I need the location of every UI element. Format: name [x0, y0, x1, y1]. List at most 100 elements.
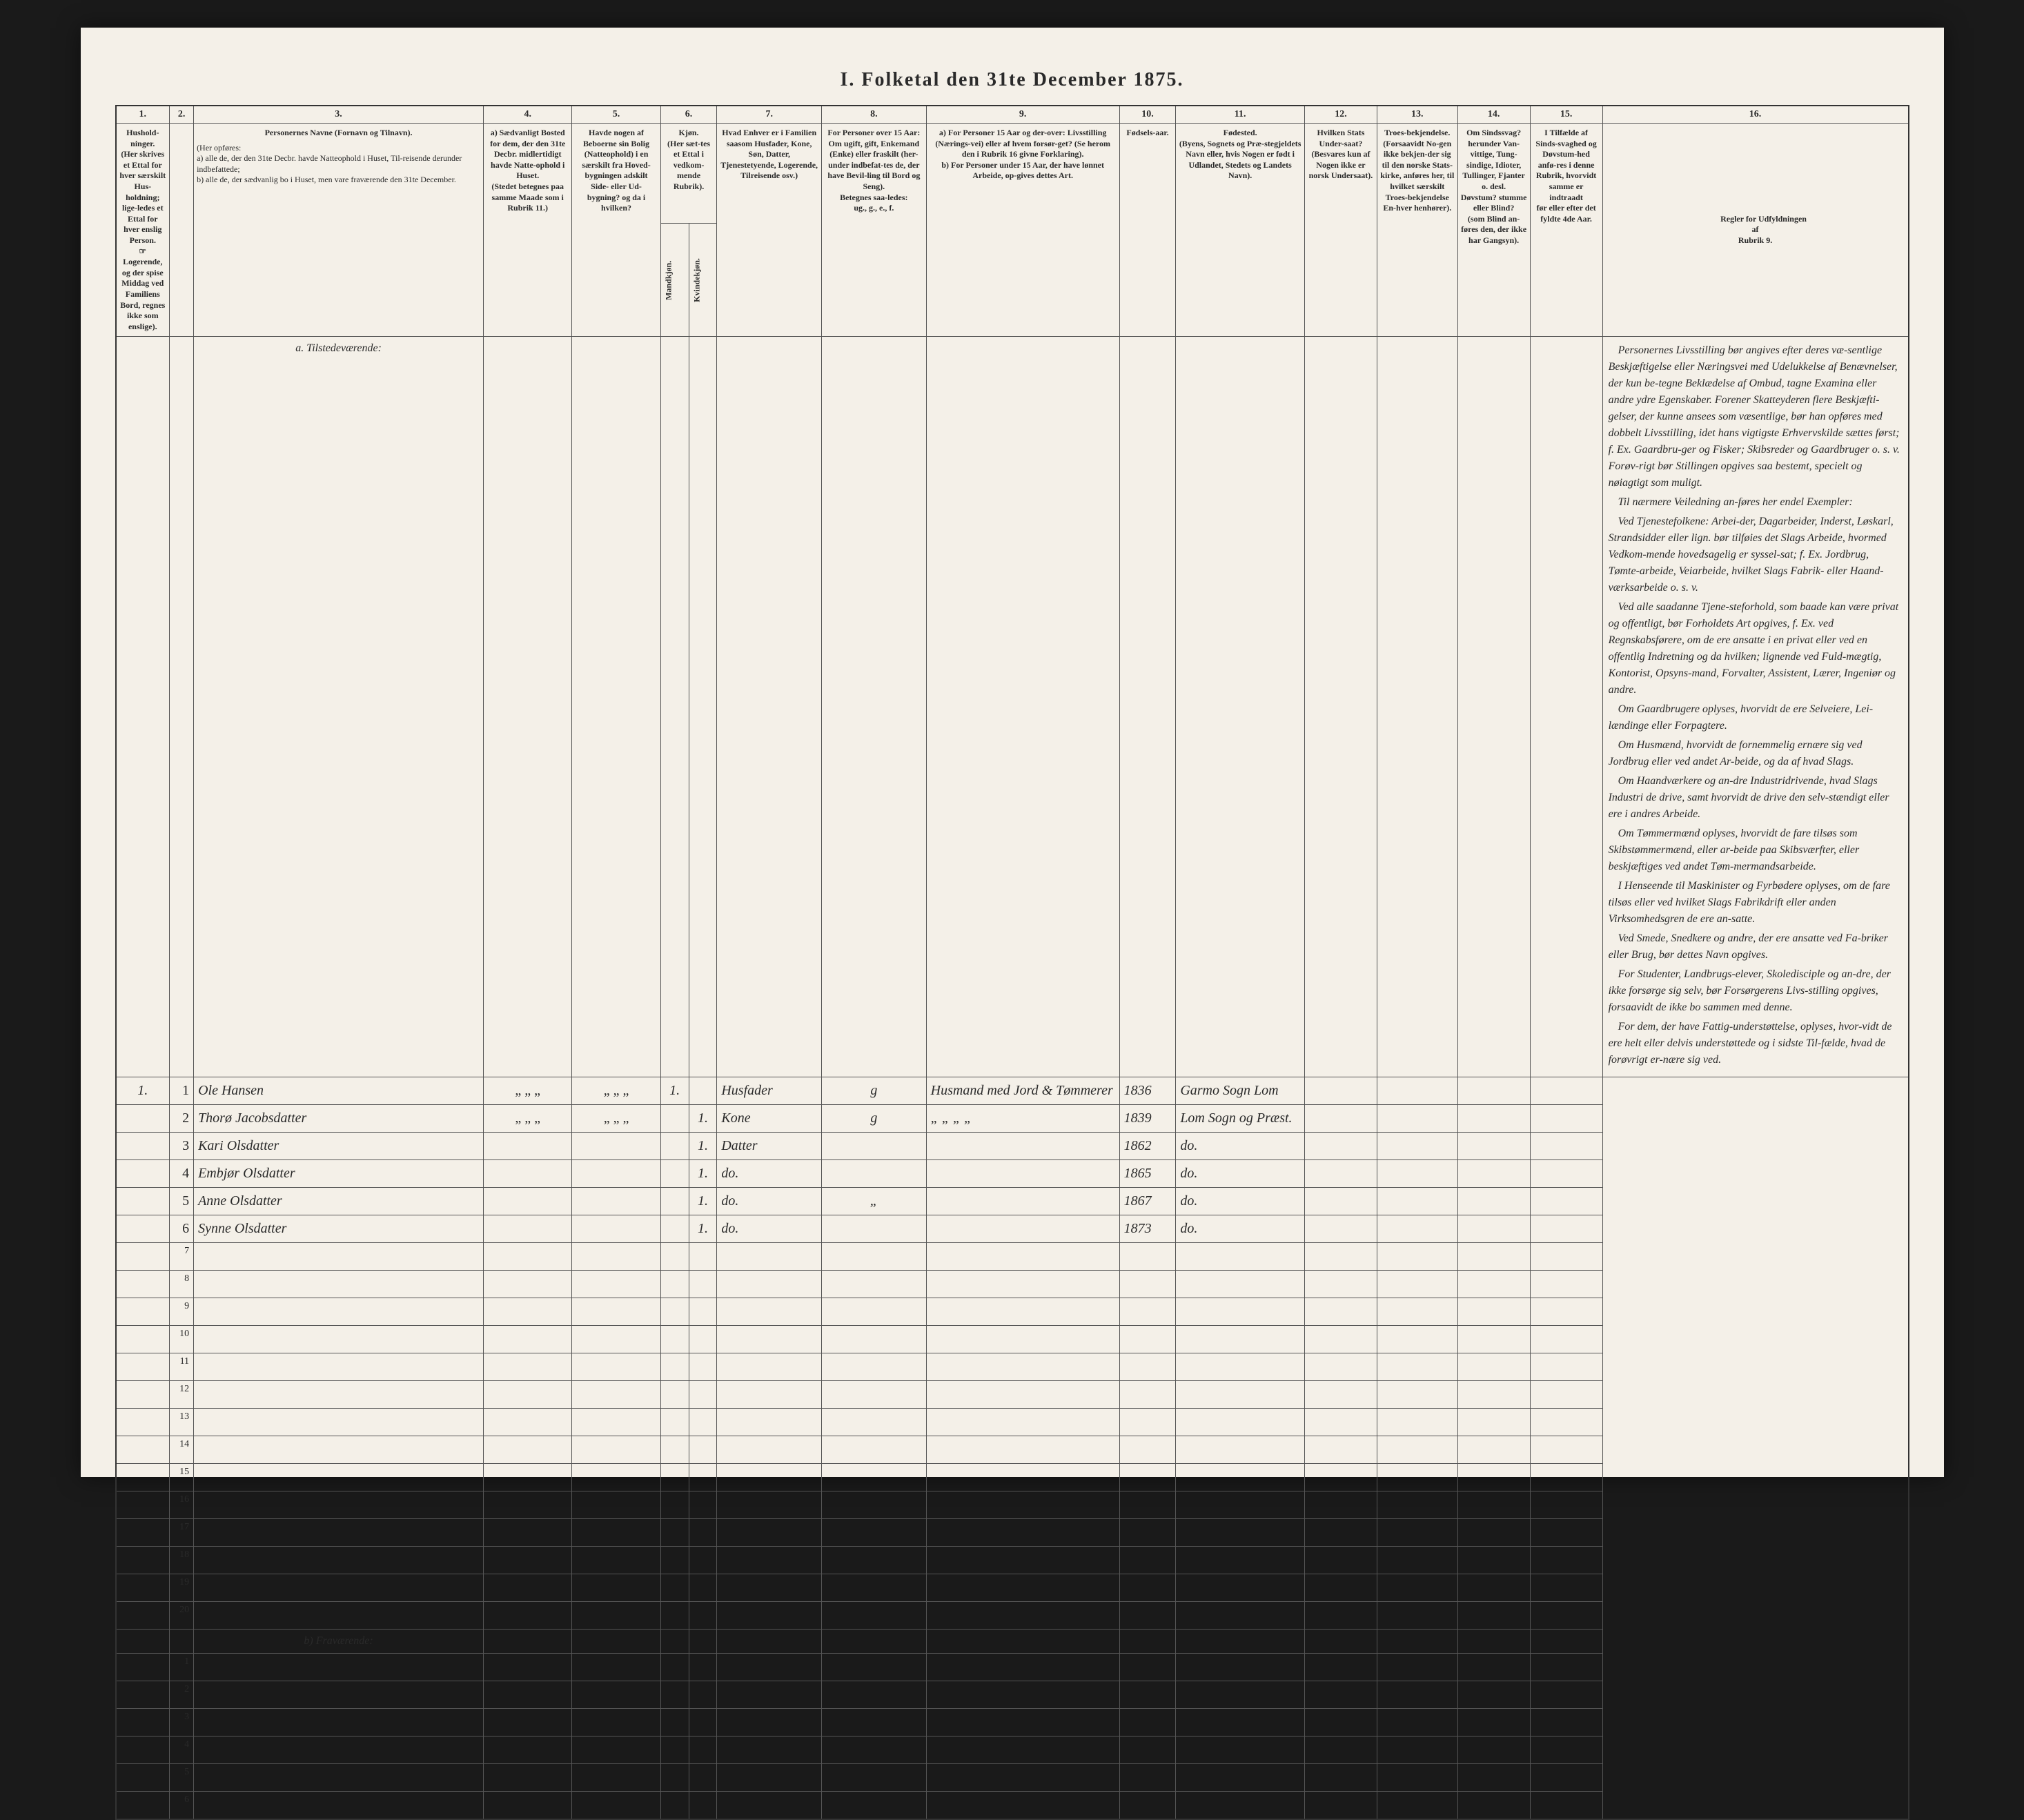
- section-a-col9: [926, 337, 1119, 1077]
- birth-year: 1865: [1119, 1160, 1176, 1188]
- empty-cell: [689, 1792, 717, 1819]
- birth-place: do.: [1176, 1133, 1305, 1160]
- empty-cell: [1304, 1298, 1377, 1326]
- empty-col1: [116, 1298, 170, 1326]
- empty-cell: [926, 1681, 1119, 1709]
- section-a-col1: [116, 337, 170, 1077]
- female-mark: 1.: [689, 1160, 717, 1188]
- empty-row-a: 17: [116, 1519, 1909, 1547]
- empty-col1: [116, 1326, 170, 1353]
- colnum-13: 13.: [1377, 106, 1457, 124]
- empty-cell: [1457, 1298, 1530, 1326]
- male-mark: [660, 1188, 689, 1215]
- person-row: 5Anne Olsdatter1.do.„1867do.: [116, 1188, 1909, 1215]
- household-num: [116, 1105, 170, 1133]
- empty-cell: [1377, 1709, 1457, 1736]
- empty-cell: [1176, 1298, 1305, 1326]
- empty-cell: [689, 1381, 717, 1409]
- empty-cell: [1304, 1326, 1377, 1353]
- male-mark: [660, 1105, 689, 1133]
- col13-val: [1377, 1077, 1457, 1105]
- birth-year: 1836: [1119, 1077, 1176, 1105]
- rules-paragraph: Til nærmere Veiledning an-føres her ende…: [1609, 494, 1903, 511]
- empty-cell: [717, 1736, 822, 1764]
- empty-cell: [1457, 1764, 1530, 1792]
- empty-cell: [1176, 1353, 1305, 1381]
- empty-cell: [484, 1681, 572, 1709]
- empty-row-a: 16: [116, 1491, 1909, 1519]
- male-mark: 1.: [660, 1077, 689, 1105]
- col4-val: [484, 1160, 572, 1188]
- empty-cell: [717, 1574, 822, 1602]
- civil-status: [822, 1215, 927, 1243]
- empty-cell: [1457, 1736, 1530, 1764]
- section-a-col12: [1304, 337, 1377, 1077]
- col5-val: „ „ „: [572, 1077, 660, 1105]
- header-col6-top: Kjøn. (Her sæt-tes et Ettal i vedkom-men…: [660, 124, 717, 224]
- empty-cell: [1530, 1353, 1602, 1381]
- empty-cell: [1530, 1436, 1602, 1464]
- empty-cell: [1457, 1792, 1530, 1819]
- empty-col1: [116, 1736, 170, 1764]
- empty-cell: [689, 1409, 717, 1436]
- empty-cell: [660, 1326, 689, 1353]
- row-index: 4: [170, 1736, 194, 1764]
- section-a-col2: [170, 337, 194, 1077]
- person-row: 3Kari Olsdatter1.Datter1862do.: [116, 1133, 1909, 1160]
- header-col14: Om Sindssvag? herunder Van-vittige, Tung…: [1457, 124, 1530, 337]
- empty-cell: [194, 1602, 484, 1630]
- empty-cell: [1530, 1519, 1602, 1547]
- row-index: 15: [170, 1464, 194, 1491]
- person-name: Embjør Olsdatter: [194, 1160, 484, 1188]
- empty-cell: [1176, 1436, 1305, 1464]
- empty-cell: [1119, 1792, 1176, 1819]
- empty-cell: [1119, 1681, 1176, 1709]
- empty-cell: [1176, 1736, 1305, 1764]
- empty-cell: [1119, 1764, 1176, 1792]
- empty-cell: [1304, 1709, 1377, 1736]
- civil-status: [822, 1160, 927, 1188]
- empty-cell: [484, 1436, 572, 1464]
- col12-val: [1304, 1215, 1377, 1243]
- empty-cell: [717, 1298, 822, 1326]
- household-num: [116, 1215, 170, 1243]
- empty-cell: [194, 1764, 484, 1792]
- birth-place: Garmo Sogn Lom: [1176, 1077, 1305, 1105]
- empty-col1: [116, 1353, 170, 1381]
- empty-col1: [116, 1602, 170, 1630]
- col15-val: [1530, 1160, 1602, 1188]
- household-num: [116, 1188, 170, 1215]
- header-col8: For Personer over 15 Aar: Om ugift, gift…: [822, 124, 927, 337]
- page-title: I. Folketal den 31te December 1875.: [115, 69, 1909, 91]
- empty-cell: [689, 1547, 717, 1574]
- empty-cell: [1530, 1243, 1602, 1271]
- section-b-col2: [170, 1630, 194, 1654]
- occupation: Husmand med Jord & Tømmerer: [926, 1077, 1119, 1105]
- empty-cell: [1176, 1243, 1305, 1271]
- header-col5: Havde nogen af Beboerne sin Bolig (Natte…: [572, 124, 660, 337]
- section-b-col15: [1530, 1630, 1602, 1654]
- empty-cell: [660, 1654, 689, 1681]
- empty-cell: [822, 1271, 927, 1298]
- header-col4: a) Sædvanligt Bosted for dem, der den 31…: [484, 124, 572, 337]
- empty-cell: [1119, 1736, 1176, 1764]
- empty-cell: [484, 1271, 572, 1298]
- col15-val: [1530, 1133, 1602, 1160]
- section-a-col6a: [660, 337, 689, 1077]
- empty-cell: [572, 1681, 660, 1709]
- col15-val: [1530, 1188, 1602, 1215]
- empty-cell: [194, 1547, 484, 1574]
- female-mark: 1.: [689, 1133, 717, 1160]
- empty-cell: [1530, 1271, 1602, 1298]
- empty-cell: [1304, 1353, 1377, 1381]
- col4-val: [484, 1188, 572, 1215]
- occupation: [926, 1215, 1119, 1243]
- col12-val: [1304, 1160, 1377, 1188]
- empty-col1: [116, 1681, 170, 1709]
- empty-cell: [660, 1519, 689, 1547]
- birth-year: 1839: [1119, 1105, 1176, 1133]
- section-a-col11: [1176, 337, 1305, 1077]
- occupation: [926, 1133, 1119, 1160]
- relation: Husfader: [717, 1077, 822, 1105]
- header-col16: Regler for Udfyldningen af Rubrik 9.: [1602, 124, 1908, 337]
